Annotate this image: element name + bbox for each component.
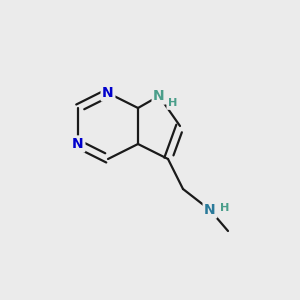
Text: N: N [102,86,114,100]
Text: H: H [220,202,229,213]
Text: N: N [72,137,84,151]
Text: N: N [204,203,216,217]
Text: H: H [168,98,177,109]
Text: N: N [153,89,165,103]
